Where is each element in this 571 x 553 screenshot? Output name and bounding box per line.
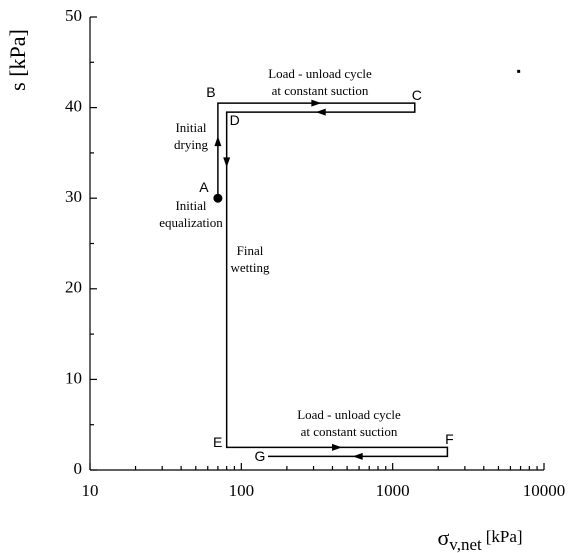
point-label: B	[206, 84, 215, 100]
annotation-line: at constant suction	[301, 424, 398, 439]
x-tick-label: 10000	[523, 481, 566, 500]
point-label: C	[412, 87, 422, 103]
annotation-line: wetting	[231, 260, 270, 275]
point-label: A	[199, 179, 209, 195]
annotation-line: at constant suction	[272, 83, 369, 98]
stress-path	[217, 102, 449, 458]
annotation-line: Load - unload cycle	[297, 407, 401, 422]
annotation: Load - unload cycle at constant suction	[268, 66, 372, 98]
x-label-sub: v,net	[449, 535, 482, 553]
annotation: Initial drying	[174, 120, 208, 152]
direction-arrow	[311, 99, 322, 107]
direction-arrow	[332, 443, 343, 451]
x-axis-label: σv,net [kPa]	[437, 525, 522, 553]
annotation-line: equalization	[159, 215, 223, 230]
direction-arrow	[352, 452, 363, 460]
x-tick-label: 1000	[376, 481, 410, 500]
annotation-line: Initial	[175, 120, 206, 135]
point-label: G	[255, 448, 266, 464]
direction-arrow	[223, 157, 231, 168]
x-tick-label: 10	[82, 481, 99, 500]
y-tick-label: 40	[65, 97, 82, 116]
point-label: E	[213, 434, 222, 450]
annotation-line: drying	[174, 137, 208, 152]
annotation: Final wetting	[231, 243, 270, 275]
point-label: F	[445, 431, 454, 447]
annotation-line: Final	[237, 243, 264, 258]
y-tick-label: 20	[65, 278, 82, 297]
direction-arrow	[214, 136, 222, 147]
stray-point	[517, 69, 521, 73]
y-tick-label: 50	[65, 6, 82, 25]
annotation-line: Initial	[175, 198, 206, 213]
y-tick-label: 30	[65, 187, 82, 206]
annotation: Initial equalization	[159, 198, 223, 230]
direction-arrow	[315, 108, 326, 116]
annotation: Load - unload cycle at constant suction	[297, 407, 401, 439]
annotation-line: Load - unload cycle	[268, 66, 372, 81]
y-tick-label: 10	[65, 368, 82, 387]
y-axis-label: s [kPa]	[5, 29, 30, 91]
x-label-unit: [kPa]	[486, 527, 523, 546]
x-tick-label: 100	[229, 481, 255, 500]
point-label: D	[230, 112, 240, 128]
start-point	[213, 193, 223, 203]
x-label-symbol: σ	[437, 525, 449, 550]
y-tick-label: 0	[74, 459, 83, 478]
